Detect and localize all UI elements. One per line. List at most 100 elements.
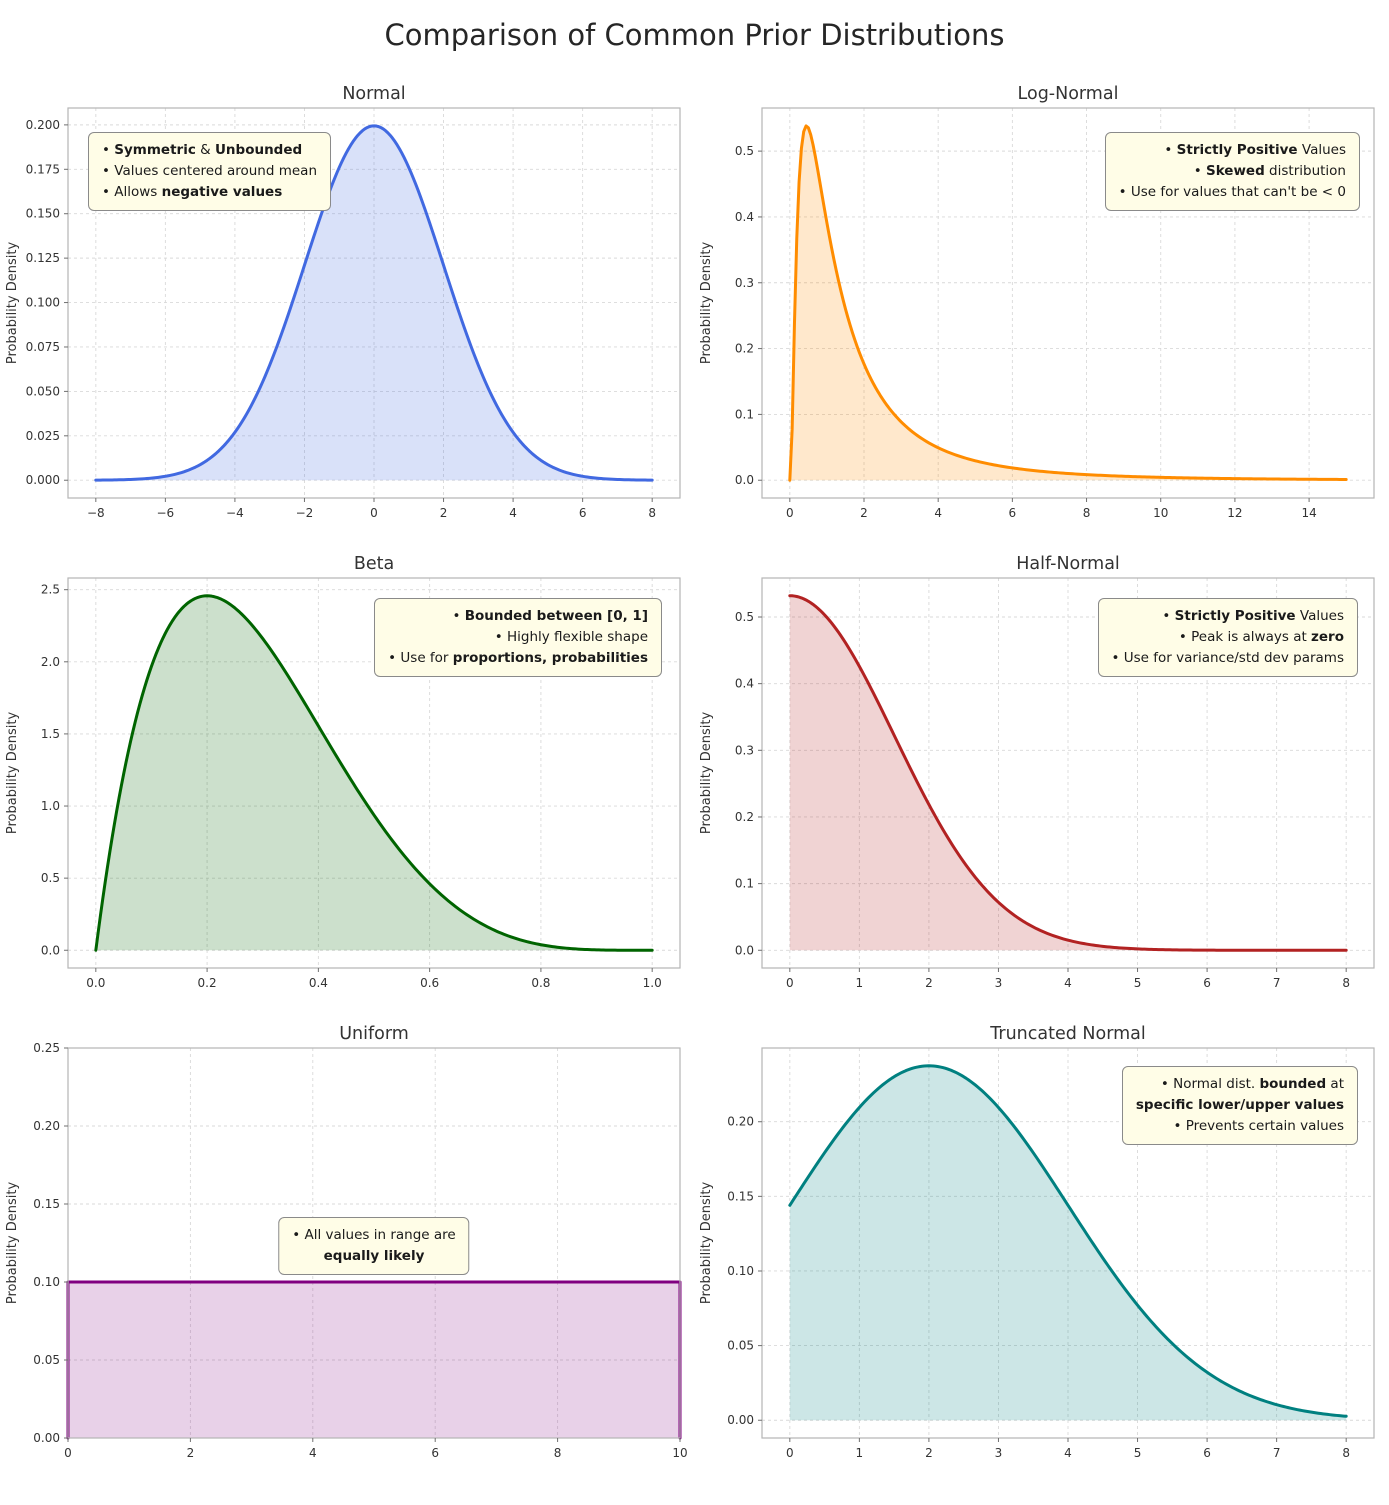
x-tick-labels: −8 −6 −4 −2 0 2 4 6 8 (87, 506, 656, 520)
annotation-line: equally likely (323, 1247, 425, 1264)
svg-text:4: 4 (1064, 976, 1072, 990)
svg-text:0.1: 0.1 (735, 877, 754, 891)
svg-text:1.0: 1.0 (41, 799, 60, 813)
svg-text:−2: −2 (296, 506, 314, 520)
svg-text:6: 6 (1009, 506, 1017, 520)
svg-text:0.200: 0.200 (26, 118, 60, 132)
svg-text:0.4: 0.4 (309, 976, 328, 990)
svg-text:0.4: 0.4 (735, 677, 754, 691)
svg-text:0.050: 0.050 (26, 384, 60, 398)
y-axis-label: Probability Density (699, 1182, 714, 1305)
svg-text:0.075: 0.075 (26, 340, 60, 354)
svg-text:3: 3 (995, 1446, 1003, 1460)
svg-text:14: 14 (1301, 506, 1316, 520)
svg-text:0.5: 0.5 (41, 871, 60, 885)
y-tick-labels: 0.0 0.1 0.2 0.3 0.4 0.5 (735, 610, 754, 957)
curve-line (788, 594, 1348, 952)
chart-panel-lognormal: 0 2 4 6 8 10 12 14 0.0 0.1 0.2 0.3 0.4 0.5 Probability… (694, 64, 1388, 534)
svg-text:0: 0 (64, 1446, 72, 1460)
curve-fill (789, 125, 1347, 481)
x-tick-labels: 0 2 4 6 8 10 (64, 1446, 687, 1460)
svg-text:0.1: 0.1 (735, 407, 754, 421)
svg-text:0.5: 0.5 (735, 144, 754, 158)
annotation-box: • Strictly Positive Values • Peak is alwa… (1097, 598, 1358, 677)
svg-text:0.15: 0.15 (727, 1189, 754, 1203)
tick-marks (758, 616, 1347, 972)
curve-fill (68, 1282, 680, 1438)
svg-text:5: 5 (1134, 1446, 1142, 1460)
tick-marks (64, 589, 653, 972)
chart-panel-uniform: 0 2 4 6 8 10 0.00 0.05 0.10 0.15 0.20 0.25 Probabili… (0, 1004, 694, 1474)
svg-text:10: 10 (1153, 506, 1168, 520)
x-tick-labels: 0 2 4 6 8 10 12 14 (786, 506, 1317, 520)
svg-text:0.0: 0.0 (735, 473, 754, 487)
svg-text:0.150: 0.150 (26, 207, 60, 221)
charts-grid: −8 −6 −4 −2 0 2 4 6 8 0.000 0.025 0.050 0.075 0.100 0.… (0, 64, 1389, 1474)
svg-text:0.2: 0.2 (735, 342, 754, 356)
svg-text:0.3: 0.3 (735, 276, 754, 290)
svg-text:−4: −4 (226, 506, 244, 520)
svg-text:2: 2 (925, 976, 933, 990)
svg-text:0.00: 0.00 (33, 1431, 60, 1445)
svg-text:0.6: 0.6 (420, 976, 439, 990)
chart-plot: 0 1 2 3 4 5 6 7 8 0.0 0.1 0.2 0.3 0.4 0.5 Probability D… (699, 577, 1375, 990)
svg-text:0.20: 0.20 (727, 1115, 754, 1129)
y-axis-label: Probability Density (5, 242, 20, 365)
svg-text:6: 6 (431, 1446, 439, 1460)
y-tick-labels: 0.0 0.1 0.2 0.3 0.4 0.5 (735, 144, 754, 487)
annotation-line: • Strictly Positive Values (1162, 608, 1344, 624)
chart-panel-halfnormal: 0 1 2 3 4 5 6 7 8 0.0 0.1 0.2 0.3 0.4 0.5 Probability D… (694, 534, 1388, 1004)
annotation-line: • Skewed distribution (1193, 162, 1346, 179)
x-tick-labels: 0.0 0.2 0.4 0.6 0.8 1.0 (86, 976, 661, 990)
annotation-line: • Bounded between [0, 1] (452, 608, 648, 624)
chart-plot: 0.0 0.2 0.4 0.6 0.8 1.0 0.0 0.5 1.0 1.5 2.0 2.5 Prob… (5, 577, 681, 990)
svg-text:4: 4 (1064, 1446, 1072, 1460)
svg-text:7: 7 (1273, 976, 1281, 990)
tick-marks (758, 150, 1310, 502)
annotation-box: • Bounded between [0, 1] • Highly flexibl… (374, 598, 662, 677)
chart-title: Truncated Normal (990, 1024, 1146, 1044)
svg-text:10: 10 (672, 1446, 687, 1460)
y-tick-labels: 0.00 0.05 0.10 0.15 0.20 (727, 1115, 754, 1428)
annotation-box: • Normal dist. bounded at specific lower/… (1121, 1066, 1358, 1145)
svg-text:0: 0 (786, 1446, 794, 1460)
svg-text:4: 4 (309, 1446, 317, 1460)
chart-title: Half-Normal (1016, 554, 1120, 574)
svg-text:1: 1 (856, 1446, 864, 1460)
svg-text:0.2: 0.2 (735, 810, 754, 824)
tick-marks (64, 124, 653, 502)
svg-text:8: 8 (648, 506, 656, 520)
axis-spines (67, 577, 681, 969)
svg-text:0: 0 (370, 506, 378, 520)
y-tick-labels: 0.0 0.5 1.0 1.5 2.0 2.5 (41, 583, 60, 958)
annotation-line: • Normal dist. bounded at (1160, 1076, 1344, 1092)
svg-text:0.0: 0.0 (735, 943, 754, 957)
svg-text:0: 0 (786, 976, 794, 990)
annotation-line: • Symmetric & Unbounded (102, 142, 303, 158)
tick-marks (64, 1047, 681, 1442)
svg-text:7: 7 (1273, 1446, 1281, 1460)
x-tick-labels: 0 1 2 3 4 5 6 7 8 (786, 1446, 1350, 1460)
grid-lines (762, 108, 1374, 498)
curve-line (788, 1064, 1348, 1418)
svg-text:0.0: 0.0 (86, 976, 105, 990)
chart-panel-truncnorm: 0 1 2 3 4 5 6 7 8 0.00 0.05 0.10 0.15 0.20 Probability… (694, 1004, 1388, 1474)
svg-text:0.175: 0.175 (26, 162, 60, 176)
annotation-line: • Strictly Positive Values (1164, 142, 1346, 158)
svg-text:2: 2 (187, 1446, 195, 1460)
svg-text:0.8: 0.8 (531, 976, 550, 990)
svg-text:4: 4 (934, 506, 942, 520)
annotation-line: • All values in range are (292, 1227, 456, 1243)
annotation-line: • Allows negative values (102, 183, 283, 200)
annotation-line: • Highly flexible shape (494, 628, 648, 645)
svg-text:6: 6 (1203, 976, 1211, 990)
chart-title: Uniform (339, 1024, 409, 1044)
svg-text:0.05: 0.05 (33, 1353, 60, 1367)
annotation-line: • Use for variance/std dev params (1111, 649, 1344, 666)
annotation-line: • Values centered around mean (102, 162, 317, 179)
svg-text:0.10: 0.10 (727, 1264, 754, 1278)
axis-spines (761, 107, 1375, 499)
annotation-box: • Strictly Positive Values • Skewed distr… (1104, 132, 1360, 211)
y-tick-labels: 0.00 0.05 0.10 0.15 0.20 0.25 (33, 1041, 60, 1445)
svg-text:8: 8 (554, 1446, 562, 1460)
